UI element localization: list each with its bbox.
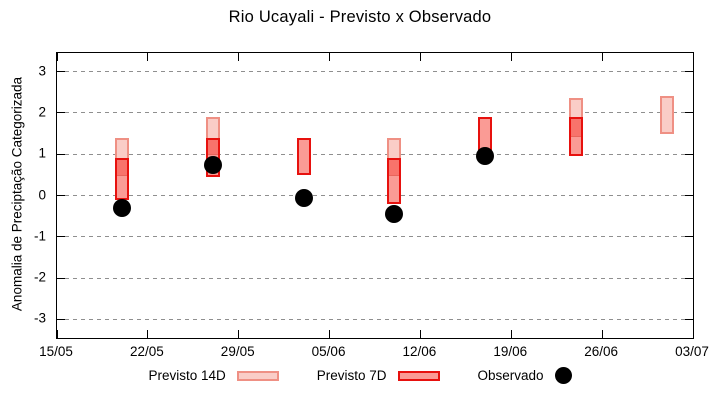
y-tick-label: 1 xyxy=(38,145,46,161)
x-tick-mark xyxy=(329,53,331,61)
y-tick-mark xyxy=(57,236,65,238)
y-tick-mark xyxy=(57,71,65,73)
gridline xyxy=(57,71,693,73)
observed-dot xyxy=(294,188,313,207)
x-tick-label: 22/05 xyxy=(129,344,164,359)
y-tick-mark xyxy=(685,71,693,73)
y-tick-mark xyxy=(57,153,65,155)
y-tick-mark xyxy=(57,277,65,279)
legend-label-observado: Observado xyxy=(477,368,544,383)
previsto-14d-swatch-icon xyxy=(236,370,279,381)
observed-dot xyxy=(203,155,222,174)
x-tick-label: 12/06 xyxy=(402,344,437,359)
x-tick-mark xyxy=(238,330,240,338)
x-tick-mark xyxy=(510,330,512,338)
x-tick-mark xyxy=(147,330,149,338)
legend-label-previsto-7d: Previsto 7D xyxy=(316,368,387,383)
gridline xyxy=(57,195,693,196)
x-tick-label: 19/06 xyxy=(493,344,528,359)
x-tick-label: 26/06 xyxy=(584,344,619,359)
legend-item-observado: Observado xyxy=(478,367,572,384)
x-tick-mark xyxy=(147,53,149,61)
previsto-7d-swatch-icon xyxy=(397,370,440,381)
y-tick-mark xyxy=(685,236,693,238)
legend-item-previsto-7d: Previsto 7D xyxy=(317,368,440,383)
x-tick-mark xyxy=(329,330,331,338)
x-tick-mark xyxy=(692,330,694,338)
gridline xyxy=(57,318,693,320)
x-tick-mark xyxy=(601,330,603,338)
forecast-overlap-region xyxy=(389,160,400,176)
y-tick-label: -1 xyxy=(33,228,46,244)
x-tick-mark xyxy=(510,53,512,61)
forecast-overlap-region xyxy=(116,160,127,176)
observed-dot xyxy=(385,205,404,224)
observado-dot-icon xyxy=(554,367,572,384)
y-tick-label: 3 xyxy=(38,63,46,79)
y-tick-label: 0 xyxy=(38,187,46,202)
x-tick-label: 03/07 xyxy=(675,344,709,359)
y-tick-mark xyxy=(685,277,693,279)
x-tick-mark xyxy=(601,53,603,61)
forecast-7d-box xyxy=(296,137,311,175)
y-tick-mark xyxy=(685,195,693,196)
x-tick-label: 05/06 xyxy=(311,344,346,359)
y-tick-mark xyxy=(57,112,65,114)
chart-title: Rio Ucayali - Previsto x Observado xyxy=(228,8,492,26)
x-tick-label: 15/05 xyxy=(39,344,73,359)
y-tick-mark xyxy=(57,318,65,320)
gridline xyxy=(57,153,693,155)
x-tick-mark xyxy=(419,330,421,338)
plot-area xyxy=(56,52,694,339)
y-tick-label: 2 xyxy=(38,104,46,120)
x-tick-mark xyxy=(56,53,58,61)
x-tick-mark xyxy=(238,53,240,61)
legend-item-previsto-14d: Previsto 14D xyxy=(148,368,279,383)
y-tick-mark xyxy=(57,195,65,196)
y-tick-mark xyxy=(685,112,693,114)
x-tick-mark xyxy=(692,53,694,61)
legend: Previsto 14D Previsto 7D Observado xyxy=(0,367,720,384)
x-tick-mark xyxy=(56,330,58,338)
observed-dot xyxy=(476,147,495,166)
x-tick-mark xyxy=(419,53,421,61)
forecast-overlap-region xyxy=(207,139,218,156)
x-tick-label: 29/05 xyxy=(220,344,255,359)
forecast-14d-box xyxy=(660,96,675,134)
observed-dot xyxy=(112,198,131,217)
gridline xyxy=(57,236,693,238)
y-tick-label: -2 xyxy=(33,269,46,285)
y-tick-mark xyxy=(685,318,693,320)
y-tick-label: -3 xyxy=(33,310,46,326)
y-tick-mark xyxy=(685,153,693,155)
gridline xyxy=(57,112,693,114)
gridline xyxy=(57,277,693,279)
forecast-overlap-region xyxy=(571,119,582,137)
legend-label-previsto-14d: Previsto 14D xyxy=(148,368,226,383)
